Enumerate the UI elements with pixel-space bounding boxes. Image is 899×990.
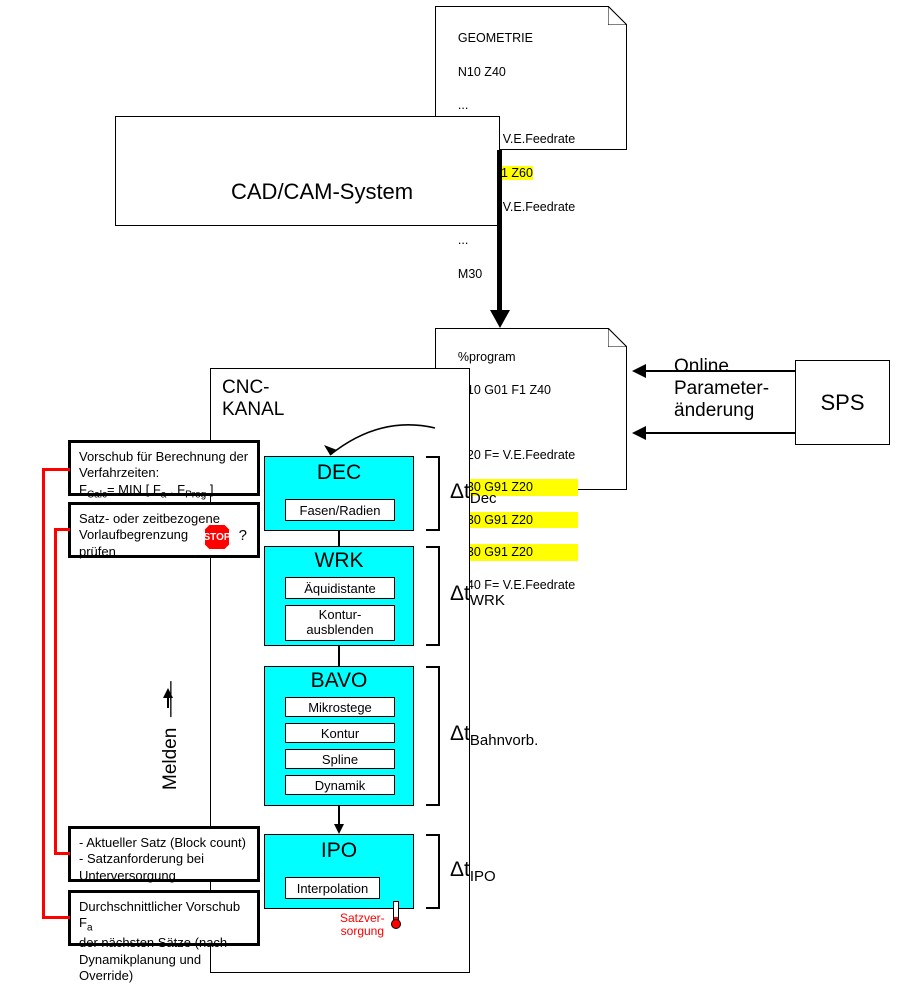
connector-wrk-bavo	[338, 646, 340, 666]
arrow-head-cadcam-to-program	[490, 310, 510, 328]
bracket-ipo	[426, 834, 440, 909]
redline-inner-v	[54, 528, 57, 854]
ipo-module: IPO Interpolation	[264, 834, 414, 909]
arrow-line-1	[497, 150, 502, 226]
sps-box: SPS	[795, 360, 890, 445]
wrk-module: WRK Äquidistante Kontur- ausblenden	[264, 546, 414, 646]
highlighted-line: N30 G91 Z20	[458, 512, 578, 528]
cnc-kanal-label: CNC- KANAL	[222, 377, 284, 421]
melden-label: Melden ——	[160, 683, 182, 790]
delta-ipo: ΔtIPO	[450, 858, 496, 885]
redline-inner-bot-h	[54, 852, 70, 855]
highlighted-line: N30 G91 Z20	[458, 544, 578, 560]
arrow-line-sps-2	[645, 432, 795, 434]
bavo-module: BAVO Mikrostege Kontur Spline Dynamik	[264, 666, 414, 806]
doc-title: GEOMETRIE	[458, 31, 533, 45]
wrk-sub2: Kontur- ausblenden	[285, 605, 395, 641]
delta-bavo: ΔtBahnvorb.	[450, 722, 538, 749]
note-vorlauf: Satz- oder zeitbezogene Vorlaufbegrenzun…	[68, 502, 260, 558]
dec-sub1: Fasen/Radien	[285, 499, 395, 521]
note-aktueller-satz: - Aktueller Satz (Block count) - Satzanf…	[68, 826, 260, 882]
note-durchschnitt: Durchschnittlicher Vorschub Fa der nächs…	[68, 890, 260, 946]
melden-arrow-line	[167, 696, 169, 708]
bavo-title: BAVO	[265, 667, 413, 693]
doc-fold-icon	[608, 6, 627, 25]
bavo-sub4: Dynamik	[285, 775, 395, 795]
redline-outer-top-h	[42, 468, 70, 471]
sps-label: SPS	[820, 390, 864, 416]
arrow-head-sps-1	[632, 364, 646, 378]
bracket-bavo	[426, 666, 440, 806]
doc-title: %program	[458, 350, 516, 364]
bavo-sub2: Kontur	[285, 723, 395, 743]
arrow-head-sps-2	[632, 426, 646, 440]
arrow-line-2	[497, 226, 502, 312]
wrk-title: WRK	[265, 547, 413, 573]
delta-wrk: ΔtWRK	[450, 582, 505, 609]
ipo-sub1: Interpolation	[285, 877, 380, 899]
satzversorgung-label: Satzver- sorgung	[340, 912, 385, 938]
cadcam-label: CAD/CAM-System	[231, 179, 413, 205]
redline-outer-bot-h	[42, 916, 70, 919]
cadcam-box: CAD/CAM-System	[115, 116, 500, 226]
thermometer-icon	[391, 901, 401, 929]
wrk-sub1: Äquidistante	[285, 577, 395, 599]
bavo-sub1: Mikrostege	[285, 697, 395, 717]
dec-module: DEC Fasen/Radien	[264, 456, 414, 531]
ipo-title: IPO	[265, 835, 413, 863]
dec-title: DEC	[265, 457, 413, 485]
connector-bavo-ipo-line	[338, 806, 340, 826]
doc-fold-icon	[608, 328, 627, 347]
connector-bavo-ipo-head	[334, 824, 344, 834]
note-vorschub: Vorschub für Berechnung der Verfahrzeite…	[68, 440, 260, 496]
connector-dec-wrk	[338, 531, 340, 546]
bracket-wrk	[426, 546, 440, 646]
redline-outer-v	[42, 468, 45, 918]
redline-inner-top-h	[54, 528, 70, 531]
stop-icon: STOP	[203, 523, 231, 551]
arrow-line-sps-1	[645, 370, 795, 372]
online-label: Online Parameter- änderung	[674, 356, 769, 422]
question-mark: ?	[239, 527, 247, 544]
bracket-dec	[426, 456, 440, 531]
bavo-sub3: Spline	[285, 749, 395, 769]
delta-dec: ΔtDec	[450, 480, 497, 507]
